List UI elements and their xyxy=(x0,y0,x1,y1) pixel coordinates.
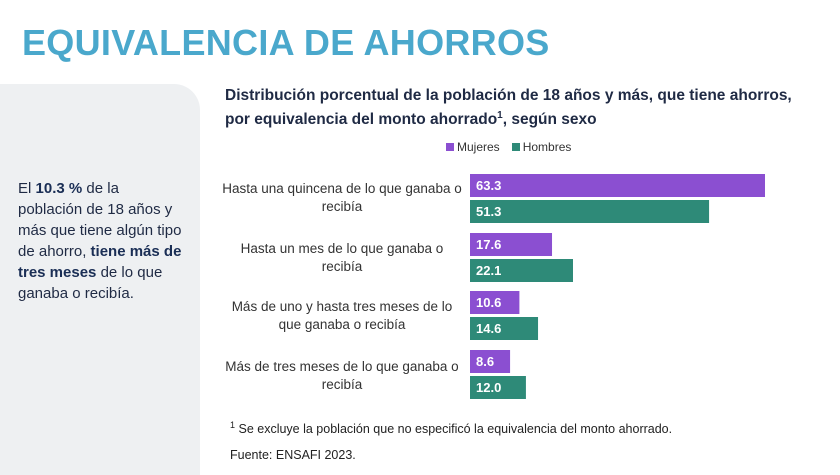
bar-mujeres-0 xyxy=(470,174,765,197)
bar-mujeres-2 xyxy=(470,291,520,314)
chart-title: Distribución porcentual de la población … xyxy=(225,86,795,130)
legend-item-hombres: Hombres xyxy=(511,140,572,154)
bar-value-label-hombres-3: 12.0 xyxy=(476,380,501,395)
chart-title-footnote-mark: 1 xyxy=(497,110,503,121)
bar-mujeres-3 xyxy=(470,350,511,373)
bar-hombres-3 xyxy=(470,376,526,399)
category-label-3: Más de tres meses de lo que ganaba o rec… xyxy=(225,359,459,392)
side-summary: El 10.3 % de la población de 18 años y m… xyxy=(18,178,183,304)
bar-value-label-hombres-1: 22.1 xyxy=(476,263,501,278)
bar-value-label-mujeres-1: 17.6 xyxy=(476,237,501,252)
bar-value-label-mujeres-3: 8.6 xyxy=(476,354,494,369)
bar-hombres-2 xyxy=(470,317,539,340)
bar-value-label-hombres-2: 14.6 xyxy=(476,321,501,336)
footnote-mark: 1 xyxy=(230,420,236,430)
side-panel xyxy=(0,84,200,475)
side-text-2: de la población de 18 años y más que tie… xyxy=(18,180,182,260)
side-text-1: El xyxy=(18,180,36,197)
bar-value-label-mujeres-0: 63.3 xyxy=(476,178,501,193)
bar-hombres-1 xyxy=(470,259,573,282)
category-label-0: Hasta una quincena de lo que ganaba o re… xyxy=(222,181,462,214)
legend-label-mujeres: Mujeres xyxy=(457,140,500,154)
category-label-1: Hasta un mes de lo que ganaba o recibía xyxy=(240,241,444,274)
legend-label-hombres: Hombres xyxy=(522,140,572,154)
bar-value-label-mujeres-2: 10.6 xyxy=(476,295,501,310)
side-highlight-percent: 10.3 % xyxy=(35,180,83,197)
chart-title-main: Distribución porcentual de la población … xyxy=(225,87,792,129)
chart-title-tail: , según sexo xyxy=(502,111,597,129)
bar-value-label-hombres-0: 51.3 xyxy=(476,204,501,219)
legend-swatch-mujeres xyxy=(446,143,454,151)
bar-mujeres-1 xyxy=(470,233,553,256)
side-text-3: de lo que ganaba o recibía. xyxy=(18,264,163,302)
page-title: EQUIVALENCIA DE AHORROS xyxy=(22,22,550,63)
category-label-2: Más de uno y hasta tres meses de lo que … xyxy=(231,299,453,332)
legend-item-mujeres: Mujeres xyxy=(446,140,500,154)
footnote-text: Se excluye la población que no especific… xyxy=(235,422,673,437)
legend-swatch-hombres xyxy=(511,143,520,151)
bar-hombres-0 xyxy=(470,200,710,223)
side-highlight-months: tiene más de tres meses xyxy=(18,243,182,281)
footnote: 1 Se excluye la población que no especif… xyxy=(230,420,672,436)
source-note: Fuente: ENSAFI 2023. xyxy=(230,448,356,462)
chart-legend: Mujeres Hombres xyxy=(446,140,571,154)
